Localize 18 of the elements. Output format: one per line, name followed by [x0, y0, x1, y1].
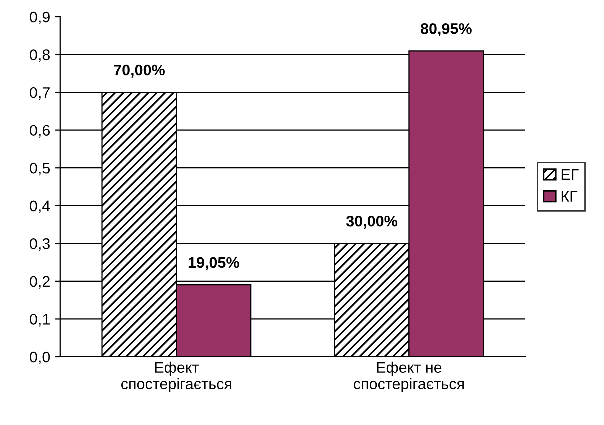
legend-label: КГ — [562, 191, 578, 202]
y-tick-label: 0,2 — [30, 276, 50, 289]
y-tick-label: 0,6 — [30, 125, 50, 138]
y-tick-label: 0,5 — [30, 162, 50, 176]
x-tick-label: Ефект спостерігається — [121, 362, 232, 393]
legend-label: ЕГ — [562, 169, 579, 180]
y-tick-label: 0,1 — [30, 314, 50, 327]
data-label: 19,05% — [188, 257, 240, 270]
y-tick-label: 0,0 — [30, 352, 50, 364]
y-tick-label: 0,8 — [30, 50, 50, 62]
y-tick-label: 0,9 — [30, 12, 50, 24]
data-label: 80,95% — [420, 23, 472, 36]
y-tick-label: 0,7 — [30, 87, 50, 100]
data-label: 30,00% — [346, 216, 398, 229]
x-tick-label: Ефект не спостерігається — [354, 362, 464, 393]
data-label: 70,00% — [114, 64, 165, 78]
y-tick-label: 0,3 — [30, 238, 50, 252]
y-tick-label: 0,4 — [30, 200, 50, 214]
